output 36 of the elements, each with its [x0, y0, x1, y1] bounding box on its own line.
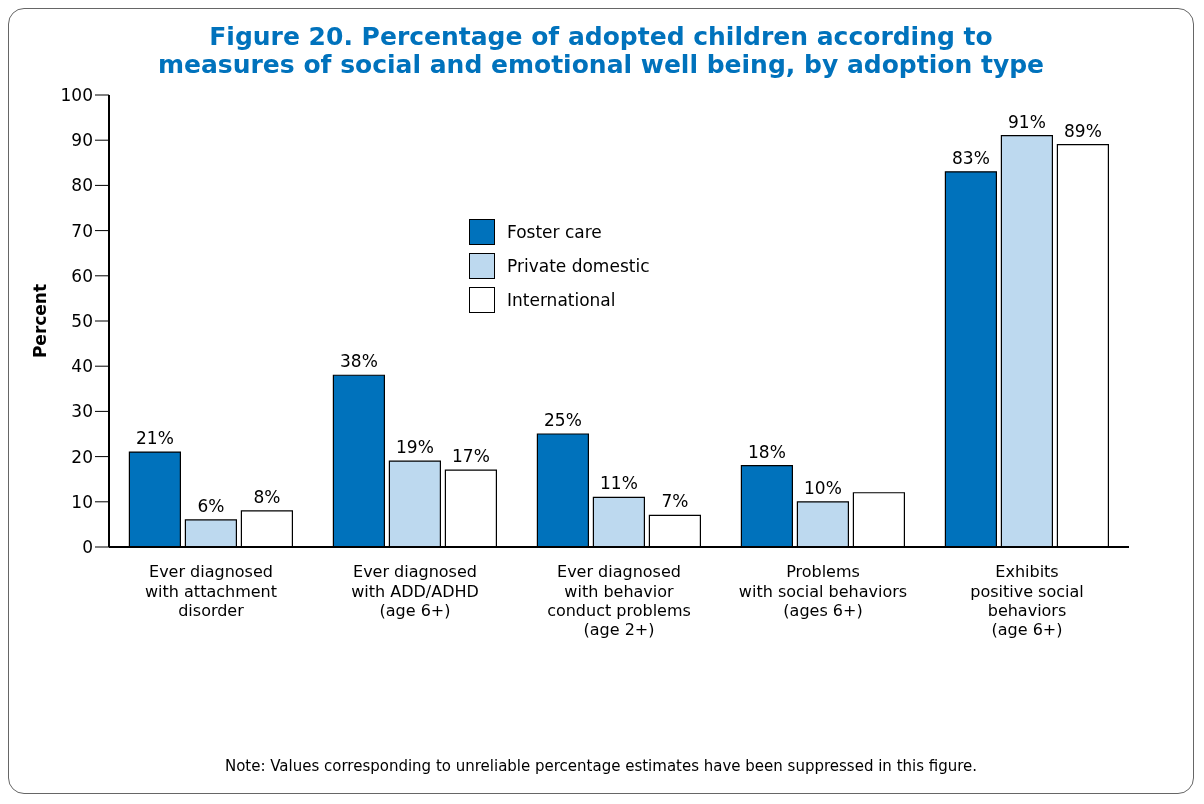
chart-title: Figure 20. Percentage of adopted children according to measures of social and emotional well being, by adoption type — [156, 21, 1046, 79]
data-label: 19% — [396, 437, 434, 458]
y-tick-label: 40 — [71, 356, 93, 377]
x-tick-label: Ever diagnosed with ADD/ADHD (age 6+) — [351, 562, 479, 620]
x-tick-label: Exhibits positive social behaviors (age 6+) — [970, 562, 1084, 639]
y-tick-label: 60 — [71, 265, 93, 286]
data-label: 38% — [340, 351, 378, 372]
x-tick-label: Problems with social behaviors (ages 6+) — [738, 562, 908, 620]
y-tick-label: 70 — [71, 220, 93, 241]
data-label: 7% — [661, 491, 689, 512]
data-label: 10% — [804, 477, 842, 498]
data-label: 11% — [600, 473, 638, 494]
y-axis-title: Percent — [30, 283, 51, 359]
data-label: 18% — [748, 441, 786, 462]
data-label: 91% — [1008, 111, 1046, 132]
data-label: 21% — [136, 428, 174, 449]
text: Note: Values corresponding to unreliable percentage estimates have been suppressed in this figure. — [223, 757, 979, 775]
y-tick-label: 30 — [71, 401, 93, 422]
legend-label: International — [507, 290, 616, 310]
data-label: 17% — [452, 446, 490, 467]
y-tick-label: 90 — [71, 130, 93, 151]
data-label: 83% — [952, 147, 990, 168]
y-tick-label: 50 — [71, 311, 93, 332]
y-tick-label: 10 — [71, 491, 93, 512]
data-label: 8% — [253, 486, 281, 507]
data-label: 25% — [544, 410, 582, 430]
x-tick-label: Ever diagnosed with behavior conduct problems (age 2+) — [547, 562, 691, 639]
y-tick-label: 80 — [71, 175, 93, 196]
legend-label: Foster care — [507, 222, 602, 242]
legend-label: Private domestic — [507, 256, 650, 276]
data-label: 89% — [1064, 120, 1102, 141]
y-tick-label: 0 — [82, 537, 93, 558]
y-tick-label: 20 — [71, 446, 93, 467]
data-label: 6% — [197, 495, 225, 516]
x-tick-label: Ever diagnosed with attachment disorder — [145, 562, 277, 620]
y-tick-label: 100 — [60, 85, 93, 106]
